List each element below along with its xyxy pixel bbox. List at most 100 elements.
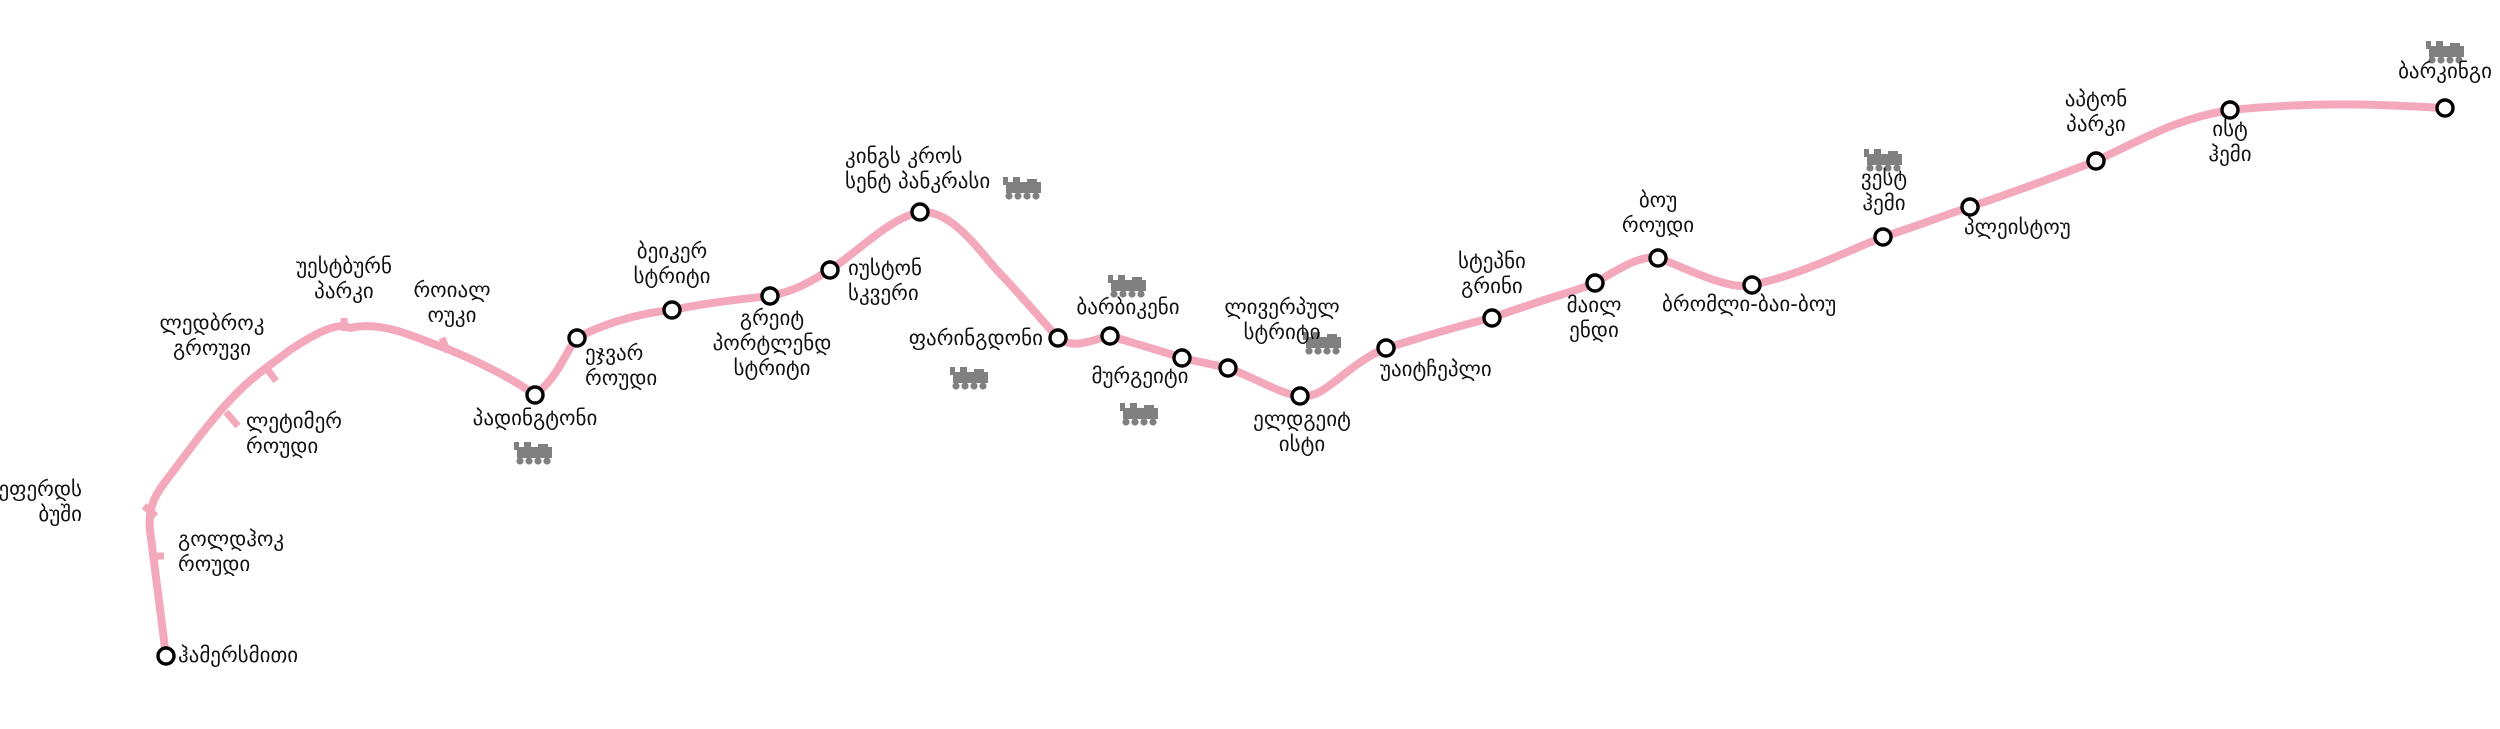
kings-cross-station-circle[interactable] (910, 202, 930, 222)
mile-end-label[interactable]: მაილ ენდი (1567, 293, 1622, 342)
latimer-road-stop-tick (223, 409, 241, 429)
barking-train-icon (2426, 41, 2464, 64)
interchange-icon-layer (514, 41, 2464, 465)
great-portland-street-label[interactable]: გრეიტ პორტლენდ სტრიტი (713, 306, 832, 380)
moorgate-label[interactable]: მურგეიტი (1091, 364, 1188, 388)
baker-street-label-line: ბეიკერ (637, 239, 708, 263)
hammersmith-label[interactable]: ჰამერსმითი (178, 643, 298, 667)
stepney-green-label-line: სტეპნი (1458, 249, 1526, 273)
bromley-by-bow-label-line: ბრომლი-ბაი-ბოუ (1662, 292, 1836, 316)
shepherds-bush-stop-tick (141, 503, 159, 519)
barking-label[interactable]: ბარკინგი (2398, 59, 2492, 83)
barbican-train-icon (1108, 275, 1146, 298)
route-line (145, 100, 2449, 660)
barking-station-circle[interactable] (2435, 98, 2455, 118)
whitechapel-station-circle[interactable] (1376, 338, 1396, 358)
euston-square-label[interactable]: იუსტონ სკვერი (848, 256, 922, 305)
royal-oak-label[interactable]: როიალ ოუკი (413, 278, 490, 327)
liverpool-street-station-circle[interactable] (1218, 358, 1238, 378)
mile-end-label-line: მაილ (1567, 293, 1622, 317)
goldhawk-road-label-line: როუდი (178, 552, 250, 576)
edgware-road-label[interactable]: ეჯვარ როუდი (585, 341, 657, 390)
barbican-station-circle[interactable] (1100, 326, 1120, 346)
farringdon-train-icon (950, 367, 988, 390)
west-ham-label[interactable]: ვესტ ჰემი (1861, 166, 1907, 215)
moorgate-station-circle[interactable] (1172, 348, 1192, 368)
aldgate-east-label[interactable]: ელდგეიტ ისტი (1253, 407, 1351, 456)
goldhawk-road-label[interactable]: გოლდჰოკ როუდი (178, 527, 284, 576)
shepherds-bush-label[interactable]: შეფერდსბუში (0, 477, 82, 526)
liverpool-street-label-line: სტრიტი (1244, 320, 1321, 344)
east-ham-label-line: ისტ (2212, 117, 2248, 141)
westbourne-park-label-line: პარკი (314, 279, 374, 303)
aldgate-east-station-circle[interactable] (1290, 386, 1310, 406)
bow-road-label[interactable]: ბოუ როუდი (1622, 188, 1694, 237)
moorgate-train-icon (1120, 403, 1158, 426)
baker-street-label-line: სტრიტი (634, 264, 711, 288)
baker-street-station-circle[interactable] (662, 300, 682, 320)
great-portland-street-label-line: პორტლენდ (713, 331, 832, 355)
kings-cross-label-line: კინგს კროს (845, 144, 962, 168)
farringdon-station-circle[interactable] (1048, 328, 1068, 348)
bow-road-label-line: როუდი (1622, 213, 1694, 237)
west-ham-station-circle[interactable] (1873, 227, 1893, 247)
royal-oak-label-line: ოუკი (427, 303, 476, 327)
liverpool-street-label-line: ლივერპულ (1224, 295, 1339, 319)
ladbroke-grove-label[interactable]: ლედბროკ გროუვი (160, 311, 265, 360)
bromley-by-bow-label[interactable]: ბრომლი-ბაი-ბოუ (1662, 292, 1836, 316)
great-portland-street-station-circle[interactable] (760, 286, 780, 306)
ladbroke-grove-label-line: გროუვი (173, 336, 251, 360)
euston-square-station-circle[interactable] (820, 260, 840, 280)
upton-park-label[interactable]: აპტონ პარკი (2065, 87, 2128, 136)
barbican-label[interactable]: ბარბიკენი (1076, 295, 1179, 319)
station-circle-layer (156, 98, 2455, 666)
bromley-by-bow-station-circle[interactable] (1742, 275, 1762, 295)
bow-road-station-circle[interactable] (1648, 248, 1668, 268)
stepney-green-label[interactable]: სტეპნი გრინი (1458, 249, 1526, 298)
shepherds-bush-label-line: შეფერდს (0, 477, 82, 501)
whitechapel-label[interactable]: უაიტჩეპლი (1380, 357, 1492, 381)
west-ham-label-line: ჰემი (1862, 191, 1905, 215)
mile-end-station-circle[interactable] (1585, 273, 1605, 293)
hammersmith-label-line: ჰამერსმითი (178, 643, 298, 667)
barking-label-line: ბარკინგი (2398, 59, 2492, 83)
latimer-road-label-line: ლეტიმერ (246, 409, 342, 433)
aldgate-east-label-line: ელდგეიტ (1253, 407, 1351, 431)
baker-street-label[interactable]: ბეიკერ სტრიტი (634, 239, 711, 288)
edgware-road-label-line: როუდი (585, 366, 657, 390)
upton-park-station-circle[interactable] (2086, 151, 2106, 171)
east-ham-station-circle[interactable] (2220, 100, 2240, 120)
west-ham-label-line: ვესტ (1861, 166, 1907, 190)
latimer-road-label[interactable]: ლეტიმერ როუდი (246, 409, 342, 458)
stepney-green-station-circle[interactable] (1482, 308, 1502, 328)
westbourne-park-label[interactable]: უესტბურნ პარკი (296, 254, 392, 303)
west-ham-train-icon (1864, 149, 1902, 172)
plaistow-label-line: პლეისტოუ (1964, 215, 2071, 239)
upton-park-label-line: პარკი (2066, 112, 2126, 136)
great-portland-street-label-line: სტრიტი (734, 356, 811, 380)
paddington-station-circle[interactable] (525, 385, 545, 405)
kings-cross-train-icon (1003, 177, 1041, 200)
stepney-green-label-line: გრინი (1461, 274, 1523, 298)
liverpool-street-train-icon (1303, 332, 1341, 355)
upton-park-label-line: აპტონ (2065, 87, 2128, 111)
plaistow-station-circle[interactable] (1960, 197, 1980, 217)
euston-square-label-line: იუსტონ (848, 256, 922, 280)
edgware-road-label-line: ეჯვარ (585, 341, 643, 365)
liverpool-street-label[interactable]: ლივერპულ სტრიტი (1224, 295, 1339, 344)
paddington-label[interactable]: პადინგტონი (473, 406, 598, 430)
latimer-road-label-line: როუდი (246, 434, 318, 458)
edgware-road-station-circle[interactable] (567, 328, 587, 348)
farringdon-label[interactable]: ფარინგდონი (909, 326, 1043, 350)
westbourne-park-stop-tick (340, 317, 349, 332)
bow-road-label-line: ბოუ (1639, 188, 1677, 212)
paddington-label-line: პადინგტონი (473, 406, 598, 430)
stop-tick-layer (141, 317, 452, 560)
plaistow-label[interactable]: პლეისტოუ (1964, 215, 2071, 239)
hammersmith-station-circle[interactable] (156, 646, 176, 666)
east-ham-label[interactable]: ისტ ჰემი (2208, 117, 2251, 166)
moorgate-label-line: მურგეიტი (1091, 364, 1188, 388)
kings-cross-label[interactable]: კინგს კროს სენტ პანკრასი (845, 144, 990, 193)
